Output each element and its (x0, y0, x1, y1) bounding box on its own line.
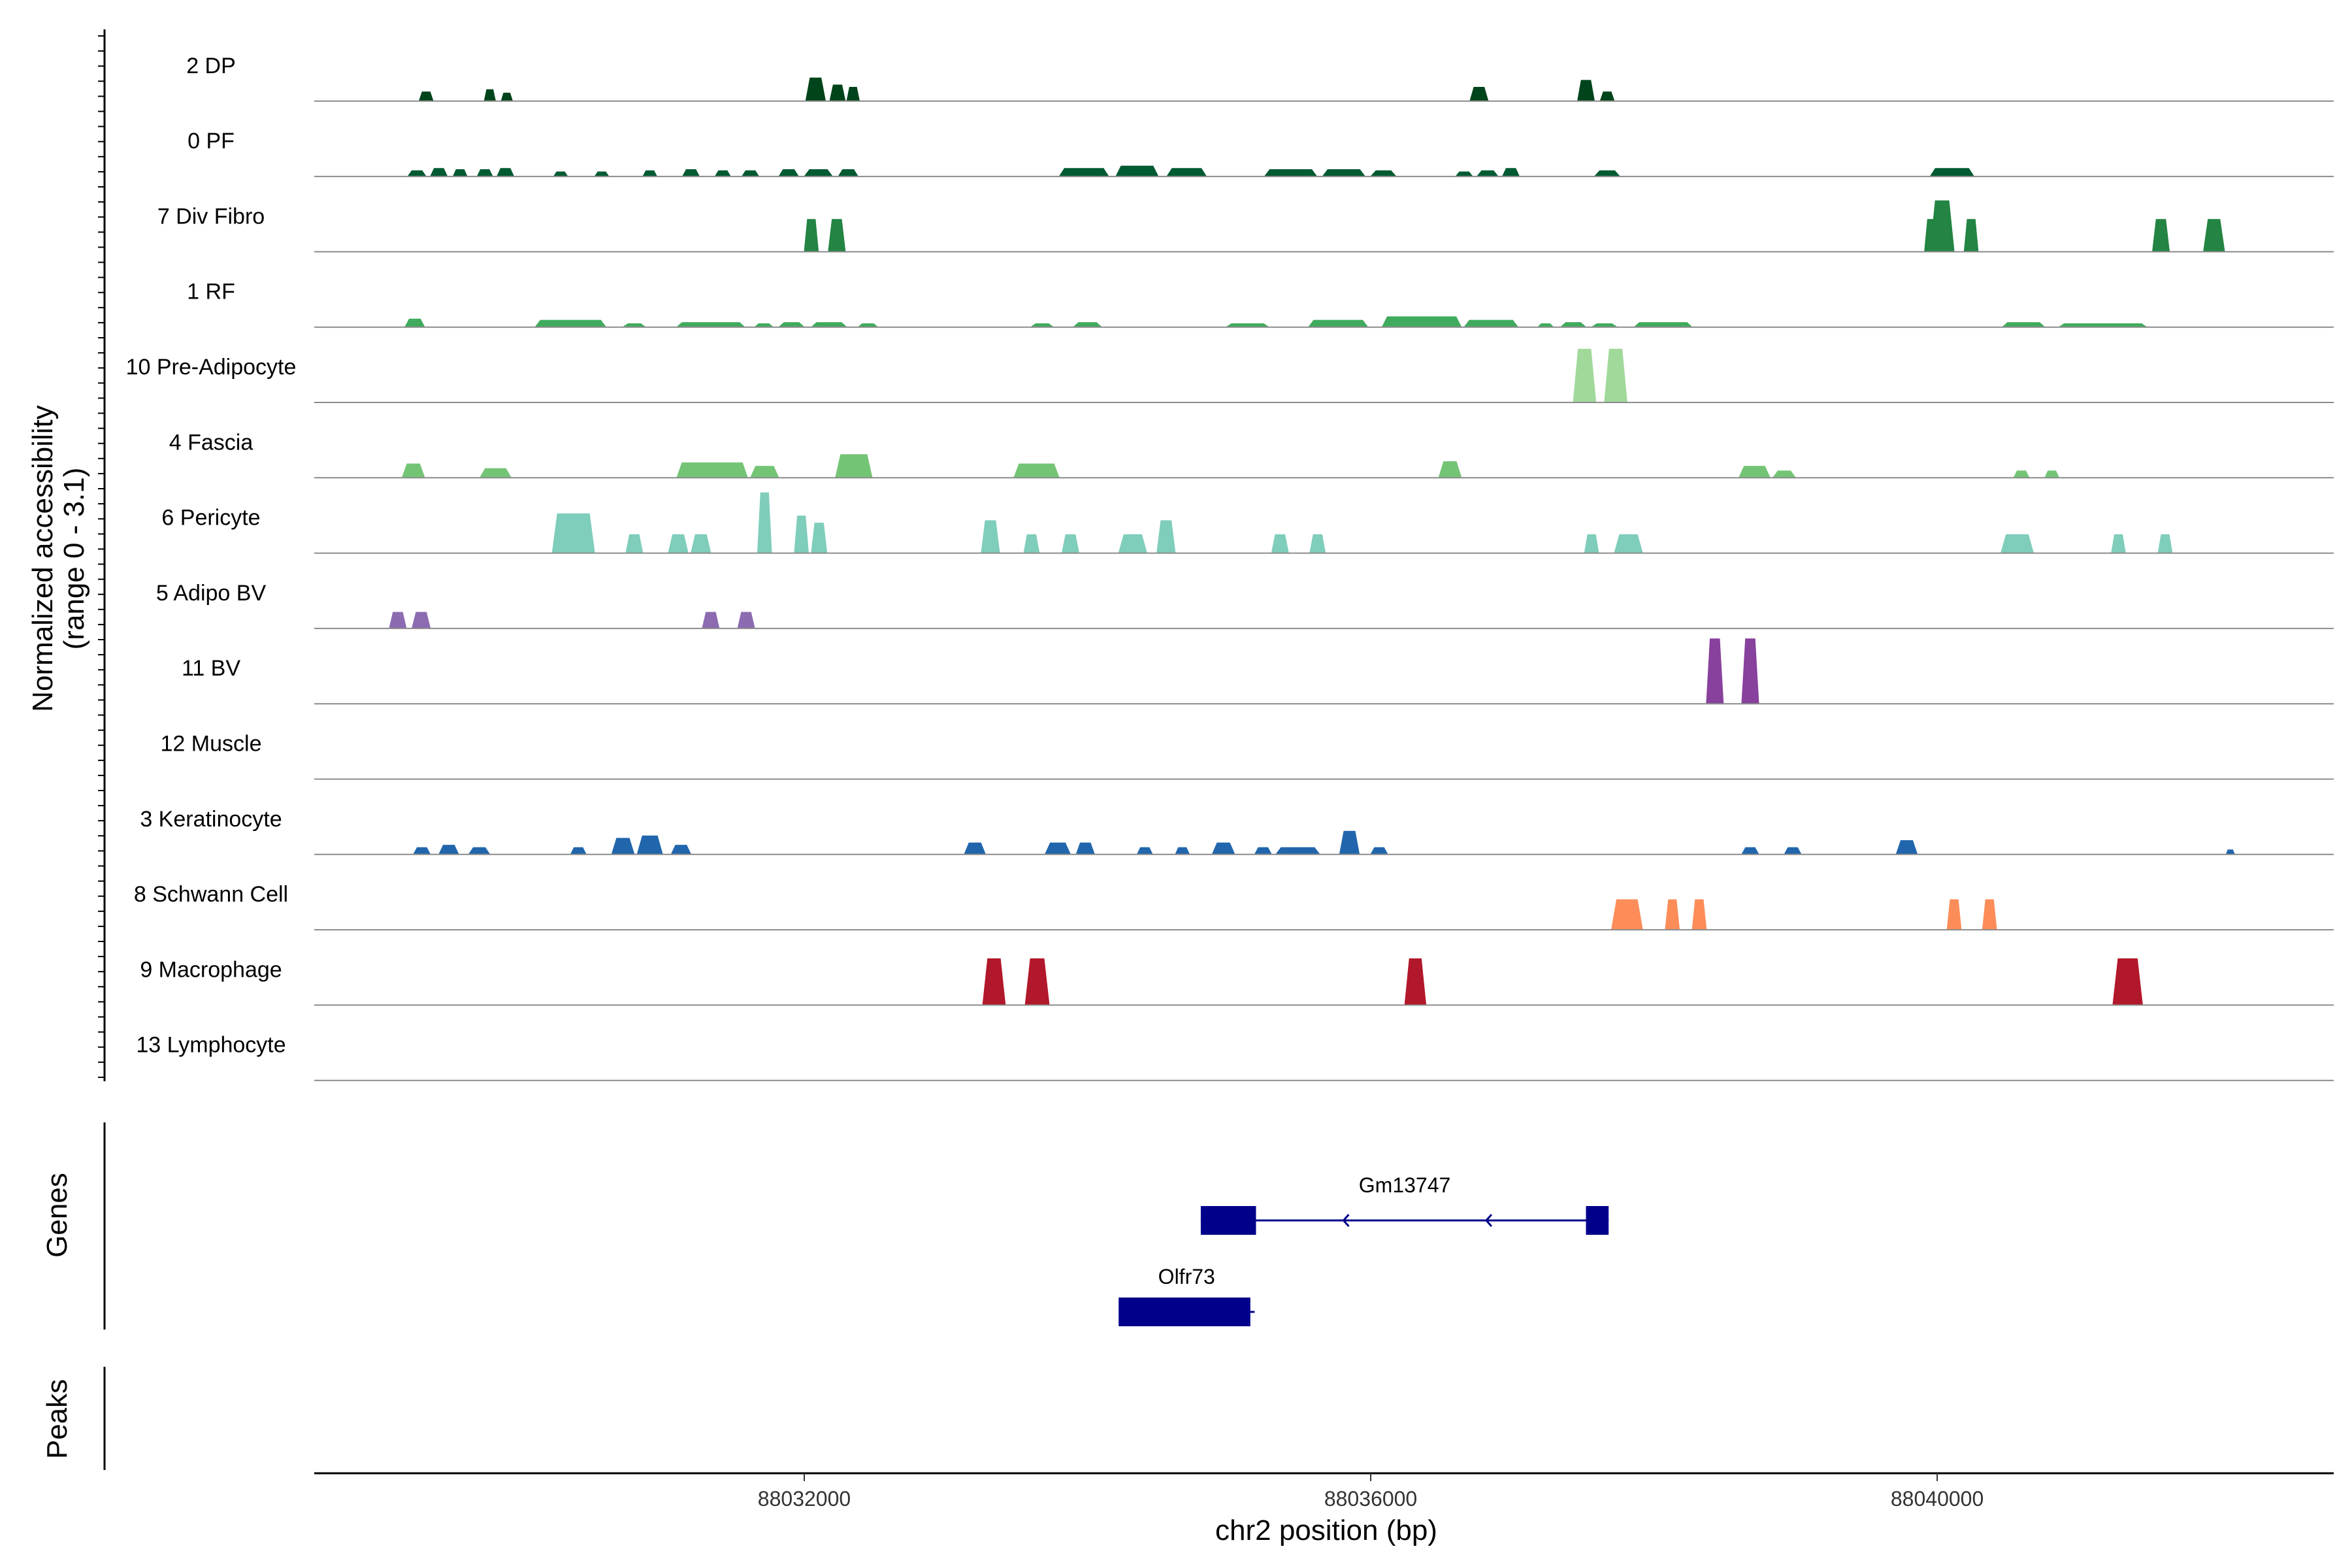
track-label: 13 Lymphocyte (136, 1033, 286, 1058)
gene-olfr73: Olfr73 (1119, 1265, 1255, 1326)
track-4-fascia: 4 Fascia (169, 430, 2334, 479)
coverage-peak (803, 169, 834, 177)
track-label: 9 Macrophage (140, 957, 282, 982)
gene-gm13747: Gm13747 (1200, 1173, 1609, 1235)
coverage-peak (2000, 534, 2034, 554)
coverage-peak (835, 454, 873, 478)
coverage-peak (2225, 849, 2236, 855)
x-axis: 88032000 88036000 88040000 (98, 29, 2334, 1511)
gene-exon (1119, 1298, 1250, 1326)
coverage-peak (1166, 168, 1207, 177)
coverage-peak (534, 319, 607, 328)
coverage-peak (1738, 466, 1771, 478)
track-8-schwann-cell: 8 Schwann Cell (134, 882, 2334, 931)
coverage-peak (551, 513, 595, 554)
coverage-peak (810, 322, 848, 328)
coverage-peak (749, 466, 779, 478)
gene-track: Gm13747 Olfr73 (1119, 1173, 1609, 1326)
track-11-bv: 11 BV (182, 638, 2334, 705)
track-label: 6 Pericyte (161, 506, 260, 531)
coverage-peak (1463, 319, 1519, 328)
track-label: 2 DP (186, 54, 236, 78)
coverage-peak (1381, 316, 1462, 328)
coverage-peak (1118, 534, 1148, 554)
accessibility-tracks: 2 DP 0 PF 7 Div Fibro 1 RF 10 Pre-Adipocyte 4… (126, 54, 2334, 1081)
track-label: 0 PF (188, 129, 235, 154)
coverage-peak (1013, 463, 1060, 478)
genes-axis-title: Genes (41, 1173, 73, 1258)
gene-exon (1200, 1206, 1256, 1235)
x-tick-label: 88040000 (1891, 1487, 1984, 1511)
strand-arrow (1484, 1214, 1493, 1227)
x-tick-label: 88036000 (1324, 1487, 1417, 1511)
x-tick-label: 88032000 (758, 1487, 851, 1511)
track-label: 5 Adipo BV (156, 581, 267, 606)
track-2-dp: 2 DP (186, 54, 2334, 102)
coverage-peak (1610, 899, 1643, 930)
coverage-peak (479, 468, 512, 478)
coverage-peak (1275, 847, 1321, 855)
track-label: 10 Pre-Adipocyte (126, 355, 297, 380)
y-axis-range: (range 0 - 3.1) (58, 468, 90, 650)
track-1-rf: 1 RF (187, 280, 2334, 328)
track-9-macrophage: 9 Macrophage (140, 957, 2334, 1006)
coverage-peak (1322, 169, 1366, 177)
coverage-peak (2112, 958, 2143, 1005)
track-12-muscle: 12 Muscle (161, 732, 2334, 780)
x-axis-title: chr2 position (bp) (1215, 1514, 1437, 1546)
coverage-peak (1115, 165, 1159, 177)
coverage-peak (1633, 322, 1693, 328)
peaks-axis-title: Peaks (41, 1379, 73, 1459)
track-label: 12 Muscle (161, 732, 262, 757)
coverage-peak (1264, 169, 1318, 177)
track-0-pf: 0 PF (188, 129, 2334, 178)
track-label: 4 Fascia (169, 430, 253, 455)
track-6-pericyte: 6 Pericyte (161, 492, 2334, 554)
y-axis-title: Normalized accessibility (27, 405, 59, 711)
track-7-div-fibro: 7 Div Fibro (157, 200, 2334, 253)
gene-label: Olfr73 (1158, 1265, 1215, 1288)
strand-arrow (1342, 1214, 1350, 1227)
coverage-peak (676, 462, 749, 478)
track-label: 3 Keratinocyte (140, 807, 282, 832)
track-3-keratinocyte: 3 Keratinocyte (140, 807, 2334, 855)
track-label: 11 BV (182, 656, 240, 681)
coverage-peak (1929, 168, 1975, 177)
coverage-peak (1307, 319, 1369, 328)
coverage-peak (1614, 534, 1643, 554)
coverage-peak (1058, 168, 1109, 177)
coverage-peak (2001, 322, 2046, 328)
track-10-pre-adipocyte: 10 Pre-Adipocyte (126, 348, 2334, 403)
coverage-peak (676, 322, 746, 328)
track-label: 1 RF (187, 280, 235, 304)
track-13-lymphocyte: 13 Lymphocyte (136, 1033, 2334, 1081)
gene-label: Gm13747 (1359, 1173, 1451, 1197)
coverage-peak (1072, 322, 1103, 328)
track-label: 8 Schwann Cell (134, 882, 288, 907)
gene-exon (1586, 1206, 1609, 1235)
track-label: 7 Div Fibro (157, 204, 265, 229)
track-5-adipo-bv: 5 Adipo BV (156, 581, 2334, 629)
